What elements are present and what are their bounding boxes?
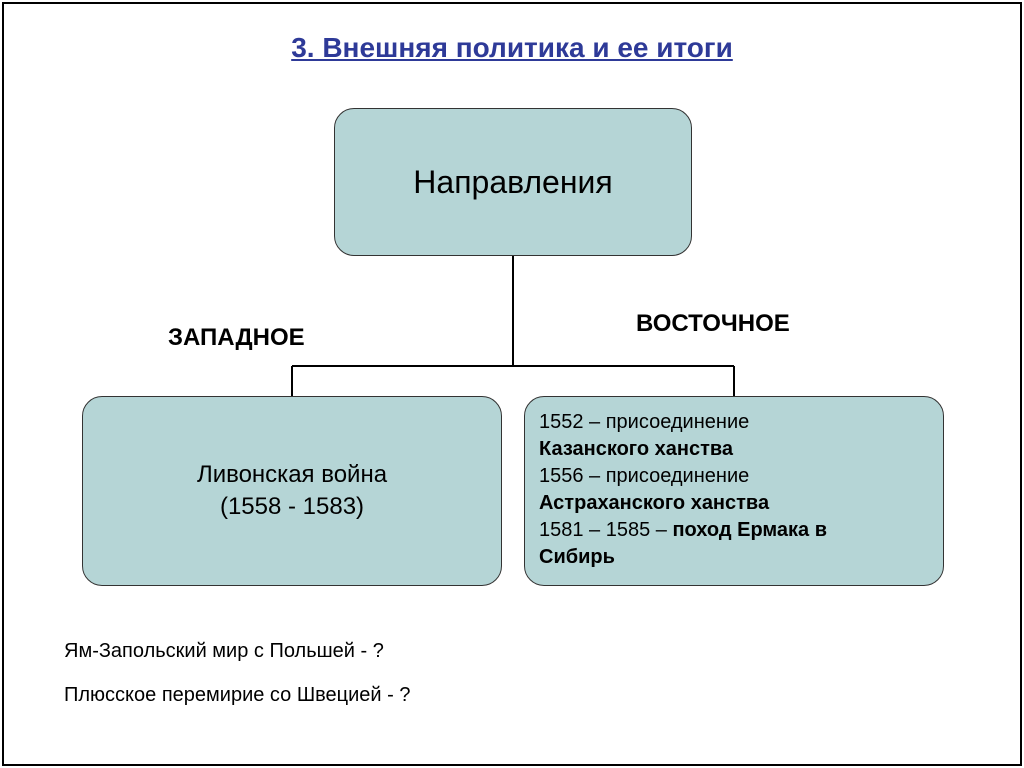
footer-line: Плюсское перемирие со Швецией - ? bbox=[64, 684, 411, 707]
node-west: Ливонская война(1558 - 1583) bbox=[82, 396, 502, 586]
branch-label-east: ВОСТОЧНОЕ bbox=[636, 310, 790, 338]
footer-line: Ям-Запольский мир с Польшей - ? bbox=[64, 640, 384, 663]
branch-label-west: ЗАПАДНОЕ bbox=[168, 324, 305, 352]
node-east: 1552 – присоединение Казанского ханства1… bbox=[524, 396, 944, 586]
node-root: Направления bbox=[334, 108, 692, 256]
slide-title: 3. Внешняя политика и ее итоги bbox=[0, 32, 1024, 64]
